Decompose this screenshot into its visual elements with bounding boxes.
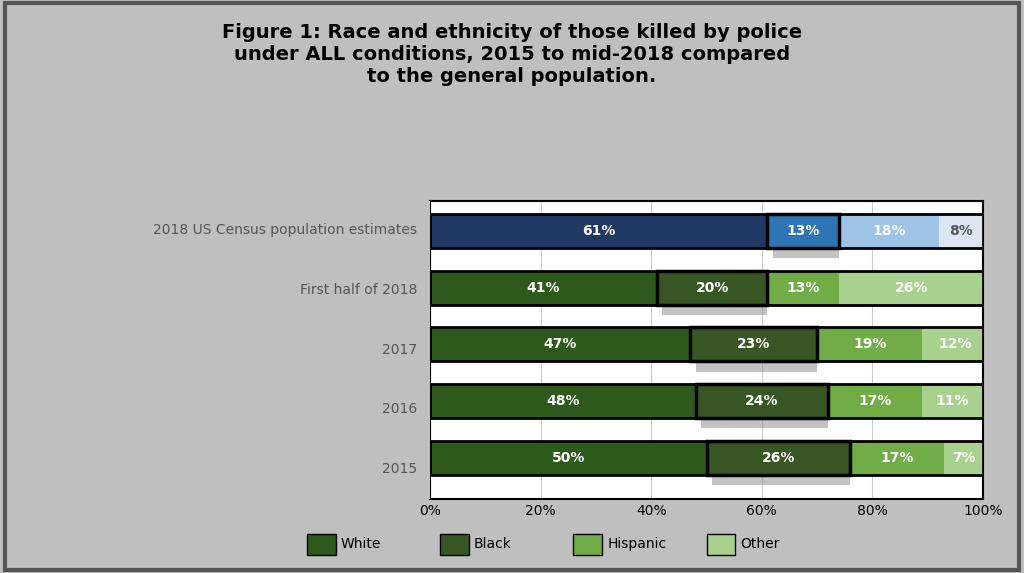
- Bar: [767, 214, 840, 248]
- Bar: [430, 441, 983, 475]
- Bar: [430, 327, 690, 362]
- Text: 24%: 24%: [745, 394, 778, 408]
- Text: 26%: 26%: [895, 281, 928, 295]
- Bar: [817, 327, 923, 362]
- Text: 18%: 18%: [872, 224, 906, 238]
- Bar: [939, 214, 983, 248]
- Text: 17%: 17%: [881, 451, 914, 465]
- Text: 13%: 13%: [786, 224, 820, 238]
- Bar: [767, 214, 840, 248]
- Text: 50%: 50%: [552, 451, 585, 465]
- Text: 12%: 12%: [939, 337, 972, 351]
- Bar: [840, 214, 939, 248]
- Bar: [690, 327, 817, 362]
- Text: Other: Other: [740, 537, 779, 551]
- Text: 41%: 41%: [526, 281, 560, 295]
- Text: 2017: 2017: [382, 343, 418, 356]
- Bar: [701, 420, 828, 428]
- Text: Figure 1: Race and ethnicity of those killed by police
under ALL conditions, 201: Figure 1: Race and ethnicity of those ki…: [222, 23, 802, 86]
- Bar: [923, 327, 988, 362]
- Text: First half of 2018: First half of 2018: [300, 283, 418, 297]
- Bar: [944, 441, 983, 475]
- Text: 17%: 17%: [858, 394, 892, 408]
- Bar: [656, 271, 767, 305]
- Bar: [430, 384, 695, 418]
- Bar: [695, 384, 828, 418]
- Text: 20%: 20%: [695, 281, 729, 295]
- Bar: [923, 384, 983, 418]
- Bar: [840, 271, 983, 305]
- Bar: [430, 271, 983, 305]
- Bar: [663, 307, 767, 315]
- Bar: [690, 327, 817, 362]
- Bar: [430, 214, 767, 248]
- Text: 13%: 13%: [786, 281, 820, 295]
- Text: 2018 US Census population estimates: 2018 US Census population estimates: [154, 223, 418, 237]
- Text: Black: Black: [474, 537, 512, 551]
- Text: 26%: 26%: [762, 451, 795, 465]
- Bar: [430, 384, 983, 418]
- Text: Hispanic: Hispanic: [607, 537, 667, 551]
- Text: 19%: 19%: [853, 337, 887, 351]
- Bar: [430, 271, 656, 305]
- Text: 48%: 48%: [546, 394, 580, 408]
- Bar: [850, 441, 944, 475]
- Text: 2015: 2015: [382, 462, 418, 476]
- Bar: [712, 477, 850, 485]
- Text: 11%: 11%: [936, 394, 970, 408]
- Bar: [430, 327, 983, 362]
- Bar: [707, 441, 850, 475]
- Text: 61%: 61%: [582, 224, 615, 238]
- Bar: [767, 271, 840, 305]
- Bar: [707, 441, 850, 475]
- Text: 47%: 47%: [544, 337, 577, 351]
- Text: 23%: 23%: [737, 337, 770, 351]
- Bar: [430, 441, 707, 475]
- Bar: [695, 363, 817, 372]
- Bar: [656, 271, 767, 305]
- Bar: [828, 384, 923, 418]
- Text: 7%: 7%: [952, 451, 976, 465]
- Bar: [773, 250, 840, 258]
- Bar: [695, 384, 828, 418]
- Text: 8%: 8%: [949, 224, 973, 238]
- Text: White: White: [341, 537, 381, 551]
- Text: 2016: 2016: [382, 402, 418, 416]
- Bar: [430, 214, 983, 248]
